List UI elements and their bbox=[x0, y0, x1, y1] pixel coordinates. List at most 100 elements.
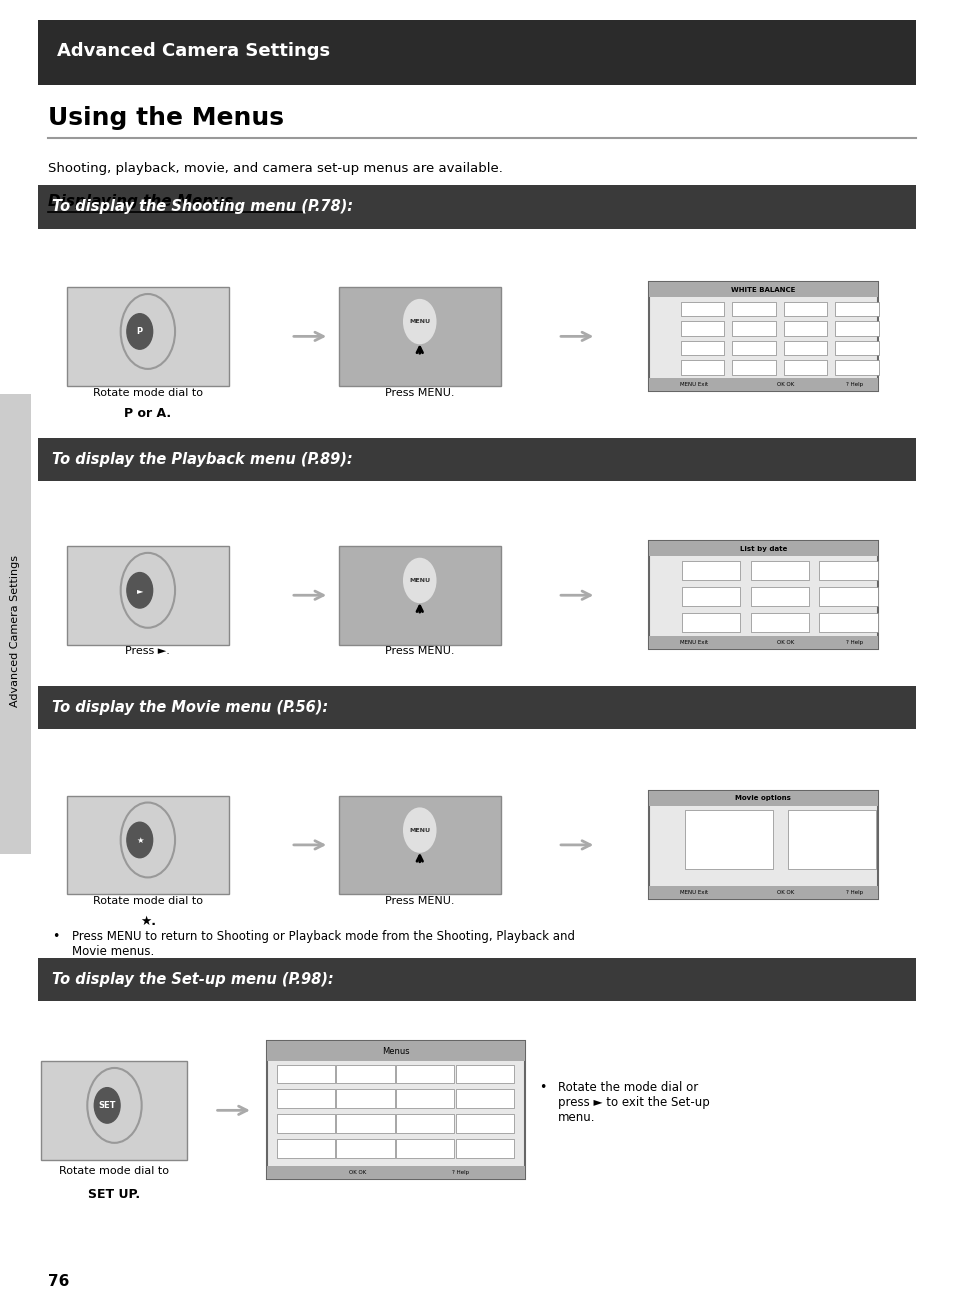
FancyBboxPatch shape bbox=[731, 340, 775, 355]
FancyBboxPatch shape bbox=[731, 360, 775, 374]
Text: Rotate mode dial to: Rotate mode dial to bbox=[59, 1167, 170, 1176]
FancyBboxPatch shape bbox=[750, 586, 808, 606]
Text: SET UP.: SET UP. bbox=[89, 1188, 140, 1201]
FancyBboxPatch shape bbox=[455, 1089, 514, 1108]
Text: To display the Shooting menu (P.78):: To display the Shooting menu (P.78): bbox=[52, 200, 354, 214]
FancyBboxPatch shape bbox=[782, 302, 826, 317]
Bar bbox=[38, 438, 915, 481]
FancyBboxPatch shape bbox=[648, 791, 877, 899]
FancyBboxPatch shape bbox=[276, 1064, 335, 1083]
Text: Rotate the mode dial or
press ► to exit the Set-up
menu.: Rotate the mode dial or press ► to exit … bbox=[558, 1080, 709, 1123]
Text: Press MENU.: Press MENU. bbox=[385, 388, 454, 398]
FancyBboxPatch shape bbox=[67, 795, 229, 894]
Text: OK OK: OK OK bbox=[348, 1169, 366, 1175]
Text: •: • bbox=[52, 930, 60, 943]
FancyBboxPatch shape bbox=[67, 547, 229, 644]
Text: P: P bbox=[136, 327, 143, 336]
FancyBboxPatch shape bbox=[681, 612, 740, 632]
Text: MENU Exit: MENU Exit bbox=[679, 640, 708, 645]
FancyBboxPatch shape bbox=[338, 795, 500, 894]
Text: OK OK: OK OK bbox=[777, 640, 794, 645]
FancyBboxPatch shape bbox=[648, 283, 877, 297]
FancyBboxPatch shape bbox=[731, 302, 775, 317]
FancyBboxPatch shape bbox=[679, 321, 723, 336]
Text: To display the Playback menu (P.89):: To display the Playback menu (P.89): bbox=[52, 452, 353, 466]
FancyBboxPatch shape bbox=[684, 811, 772, 869]
FancyBboxPatch shape bbox=[819, 586, 877, 606]
Text: Press MENU.: Press MENU. bbox=[385, 896, 454, 907]
Text: MENU: MENU bbox=[409, 578, 430, 583]
Text: •: • bbox=[538, 1080, 546, 1093]
Bar bbox=[38, 185, 915, 229]
Text: ★.: ★. bbox=[140, 916, 155, 928]
FancyBboxPatch shape bbox=[834, 360, 878, 374]
Text: Menus: Menus bbox=[382, 1046, 409, 1055]
Text: MENU: MENU bbox=[409, 828, 430, 833]
Text: OK OK: OK OK bbox=[777, 890, 794, 895]
Bar bbox=[38, 958, 915, 1001]
FancyBboxPatch shape bbox=[782, 321, 826, 336]
FancyBboxPatch shape bbox=[338, 547, 500, 644]
Bar bbox=[38, 686, 915, 729]
Text: Advanced Camera Settings: Advanced Camera Settings bbox=[57, 42, 330, 60]
FancyBboxPatch shape bbox=[276, 1114, 335, 1133]
FancyBboxPatch shape bbox=[335, 1114, 395, 1133]
FancyBboxPatch shape bbox=[395, 1114, 454, 1133]
FancyBboxPatch shape bbox=[276, 1139, 335, 1158]
FancyBboxPatch shape bbox=[648, 541, 877, 556]
Text: ? Help: ? Help bbox=[845, 381, 862, 386]
FancyBboxPatch shape bbox=[834, 340, 878, 355]
FancyBboxPatch shape bbox=[834, 321, 878, 336]
FancyBboxPatch shape bbox=[782, 340, 826, 355]
Text: MENU: MENU bbox=[409, 319, 430, 325]
Circle shape bbox=[94, 1088, 120, 1123]
FancyBboxPatch shape bbox=[679, 340, 723, 355]
Bar bbox=[0, 394, 30, 854]
FancyBboxPatch shape bbox=[681, 586, 740, 606]
Text: Rotate mode dial to: Rotate mode dial to bbox=[92, 388, 203, 398]
FancyBboxPatch shape bbox=[750, 612, 808, 632]
Text: Rotate mode dial to: Rotate mode dial to bbox=[92, 896, 203, 907]
Text: Advanced Camera Settings: Advanced Camera Settings bbox=[10, 555, 20, 707]
FancyBboxPatch shape bbox=[455, 1139, 514, 1158]
Text: To display the Movie menu (P.56):: To display the Movie menu (P.56): bbox=[52, 700, 329, 715]
FancyBboxPatch shape bbox=[782, 360, 826, 374]
Text: Press MENU.: Press MENU. bbox=[385, 646, 454, 657]
Text: Shooting, playback, movie, and camera set-up menus are available.: Shooting, playback, movie, and camera se… bbox=[48, 162, 502, 175]
FancyBboxPatch shape bbox=[731, 321, 775, 336]
FancyBboxPatch shape bbox=[819, 612, 877, 632]
Text: ►: ► bbox=[136, 586, 143, 595]
FancyBboxPatch shape bbox=[648, 886, 877, 899]
FancyBboxPatch shape bbox=[787, 811, 875, 869]
FancyBboxPatch shape bbox=[455, 1114, 514, 1133]
Circle shape bbox=[127, 573, 152, 608]
Text: List by date: List by date bbox=[739, 545, 786, 552]
Bar bbox=[38, 20, 915, 85]
Text: MENU Exit: MENU Exit bbox=[679, 890, 708, 895]
FancyBboxPatch shape bbox=[395, 1139, 454, 1158]
FancyBboxPatch shape bbox=[395, 1064, 454, 1083]
Text: 76: 76 bbox=[48, 1273, 69, 1289]
Circle shape bbox=[404, 300, 435, 343]
FancyBboxPatch shape bbox=[335, 1139, 395, 1158]
FancyBboxPatch shape bbox=[455, 1064, 514, 1083]
FancyBboxPatch shape bbox=[679, 360, 723, 374]
FancyBboxPatch shape bbox=[267, 1041, 524, 1180]
Circle shape bbox=[127, 823, 152, 858]
Text: Press MENU to return to Shooting or Playback mode from the Shooting, Playback an: Press MENU to return to Shooting or Play… bbox=[71, 930, 574, 958]
Text: SET: SET bbox=[98, 1101, 116, 1110]
Text: Displaying the Menus: Displaying the Menus bbox=[48, 193, 233, 209]
FancyBboxPatch shape bbox=[335, 1089, 395, 1108]
FancyBboxPatch shape bbox=[42, 1062, 187, 1160]
FancyBboxPatch shape bbox=[819, 561, 877, 579]
Text: P or A.: P or A. bbox=[124, 407, 172, 419]
FancyBboxPatch shape bbox=[648, 791, 877, 805]
FancyBboxPatch shape bbox=[648, 636, 877, 649]
FancyBboxPatch shape bbox=[267, 1041, 524, 1060]
FancyBboxPatch shape bbox=[648, 541, 877, 649]
Text: WHITE BALANCE: WHITE BALANCE bbox=[730, 286, 795, 293]
Text: To display the Set-up menu (P.98):: To display the Set-up menu (P.98): bbox=[52, 972, 334, 987]
FancyBboxPatch shape bbox=[67, 288, 229, 386]
Text: ? Help: ? Help bbox=[452, 1169, 468, 1175]
Text: OK OK: OK OK bbox=[777, 381, 794, 386]
